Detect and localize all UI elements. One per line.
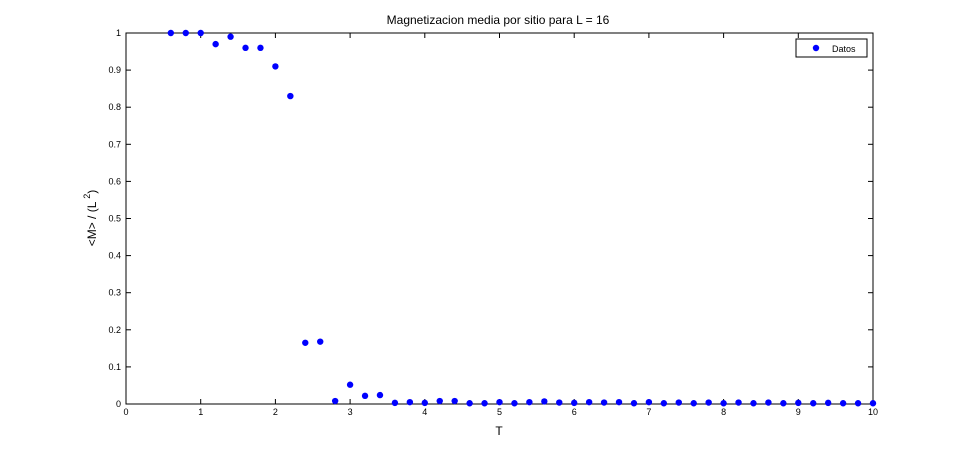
x-tick-label: 10 <box>868 407 878 417</box>
data-point <box>167 29 175 37</box>
x-tick-label: 0 <box>123 407 128 417</box>
data-point <box>451 397 458 405</box>
legend: Datos <box>795 38 868 58</box>
data-point <box>795 399 802 407</box>
data-point <box>242 44 249 52</box>
data-point <box>197 29 204 37</box>
data-point <box>630 400 638 407</box>
x-axis-label: T <box>495 424 503 438</box>
data-point <box>361 392 369 400</box>
data-point <box>257 44 264 52</box>
data-point <box>287 92 294 100</box>
data-point <box>406 398 414 406</box>
y-tick-label: 0.2 <box>108 325 121 335</box>
data-point <box>331 397 339 405</box>
x-tick-label: 4 <box>422 407 427 417</box>
data-point <box>824 399 832 407</box>
chart-title: Magnetizacion media por sitio para L = 1… <box>387 13 610 27</box>
y-tick-label: 0.9 <box>108 65 121 75</box>
data-point <box>660 400 668 407</box>
data-point <box>227 33 234 40</box>
data-point <box>481 400 488 407</box>
data-point <box>735 399 742 406</box>
data-point <box>765 399 772 406</box>
data-point <box>780 400 787 407</box>
x-tick-label: 1 <box>198 407 203 417</box>
data-points <box>167 29 877 407</box>
data-point <box>585 398 593 406</box>
y-tick-label: 0.1 <box>108 362 121 372</box>
legend-box <box>795 38 868 58</box>
x-tick-label: 2 <box>273 407 278 417</box>
data-point <box>212 40 219 48</box>
y-axis-label-superscript: 2 <box>82 194 92 199</box>
data-point <box>376 391 384 399</box>
x-tick-label: 6 <box>572 407 577 417</box>
data-point <box>810 400 817 407</box>
y-axis-label: <M> / (L 2) <box>82 190 99 247</box>
y-tick-label: 0.6 <box>108 176 121 186</box>
data-point <box>391 399 399 407</box>
data-point <box>421 399 428 407</box>
legend-label: Datos <box>832 44 856 54</box>
x-tick-label: 7 <box>646 407 651 417</box>
data-point <box>466 400 473 407</box>
y-tick-label: 0.8 <box>108 102 121 112</box>
data-point <box>690 400 697 407</box>
data-point <box>302 339 309 346</box>
data-point <box>541 398 548 405</box>
y-axis-label-main: <M> / (L <box>85 199 99 247</box>
x-tick-label: 8 <box>721 407 726 417</box>
data-point <box>526 398 533 406</box>
data-point <box>705 399 712 406</box>
y-tick-label: 0.5 <box>108 214 121 224</box>
x-tick-label: 3 <box>348 407 353 417</box>
data-point <box>600 399 608 406</box>
x-tick-label: 5 <box>497 407 502 417</box>
data-point <box>854 400 862 407</box>
data-point <box>615 398 623 406</box>
data-point <box>675 399 682 406</box>
data-point <box>571 399 578 407</box>
y-axis-label-close: ) <box>85 190 99 194</box>
y-axis-ticks: 0 0.1 0.2 0.3 0.4 0.5 0.6 0.7 0.8 0.9 1 <box>108 28 873 409</box>
data-point <box>645 398 653 406</box>
data-point <box>346 381 354 388</box>
data-point <box>556 399 563 406</box>
plot-area <box>125 32 874 405</box>
x-tick-label: 9 <box>796 407 801 417</box>
data-point <box>496 398 503 406</box>
data-point <box>436 397 443 405</box>
legend-marker <box>812 44 820 52</box>
y-tick-label: 0.3 <box>108 288 121 298</box>
data-point <box>182 29 189 37</box>
y-tick-label: 0.4 <box>108 251 121 261</box>
data-point <box>317 338 324 345</box>
data-point <box>750 400 757 407</box>
data-point <box>511 400 518 407</box>
data-point <box>869 400 877 407</box>
data-point <box>839 400 847 407</box>
y-tick-label: 0.7 <box>108 139 121 149</box>
data-point <box>720 400 727 407</box>
data-point <box>272 63 279 70</box>
y-tick-label: 1 <box>116 28 121 38</box>
y-tick-label: 0 <box>116 399 121 409</box>
